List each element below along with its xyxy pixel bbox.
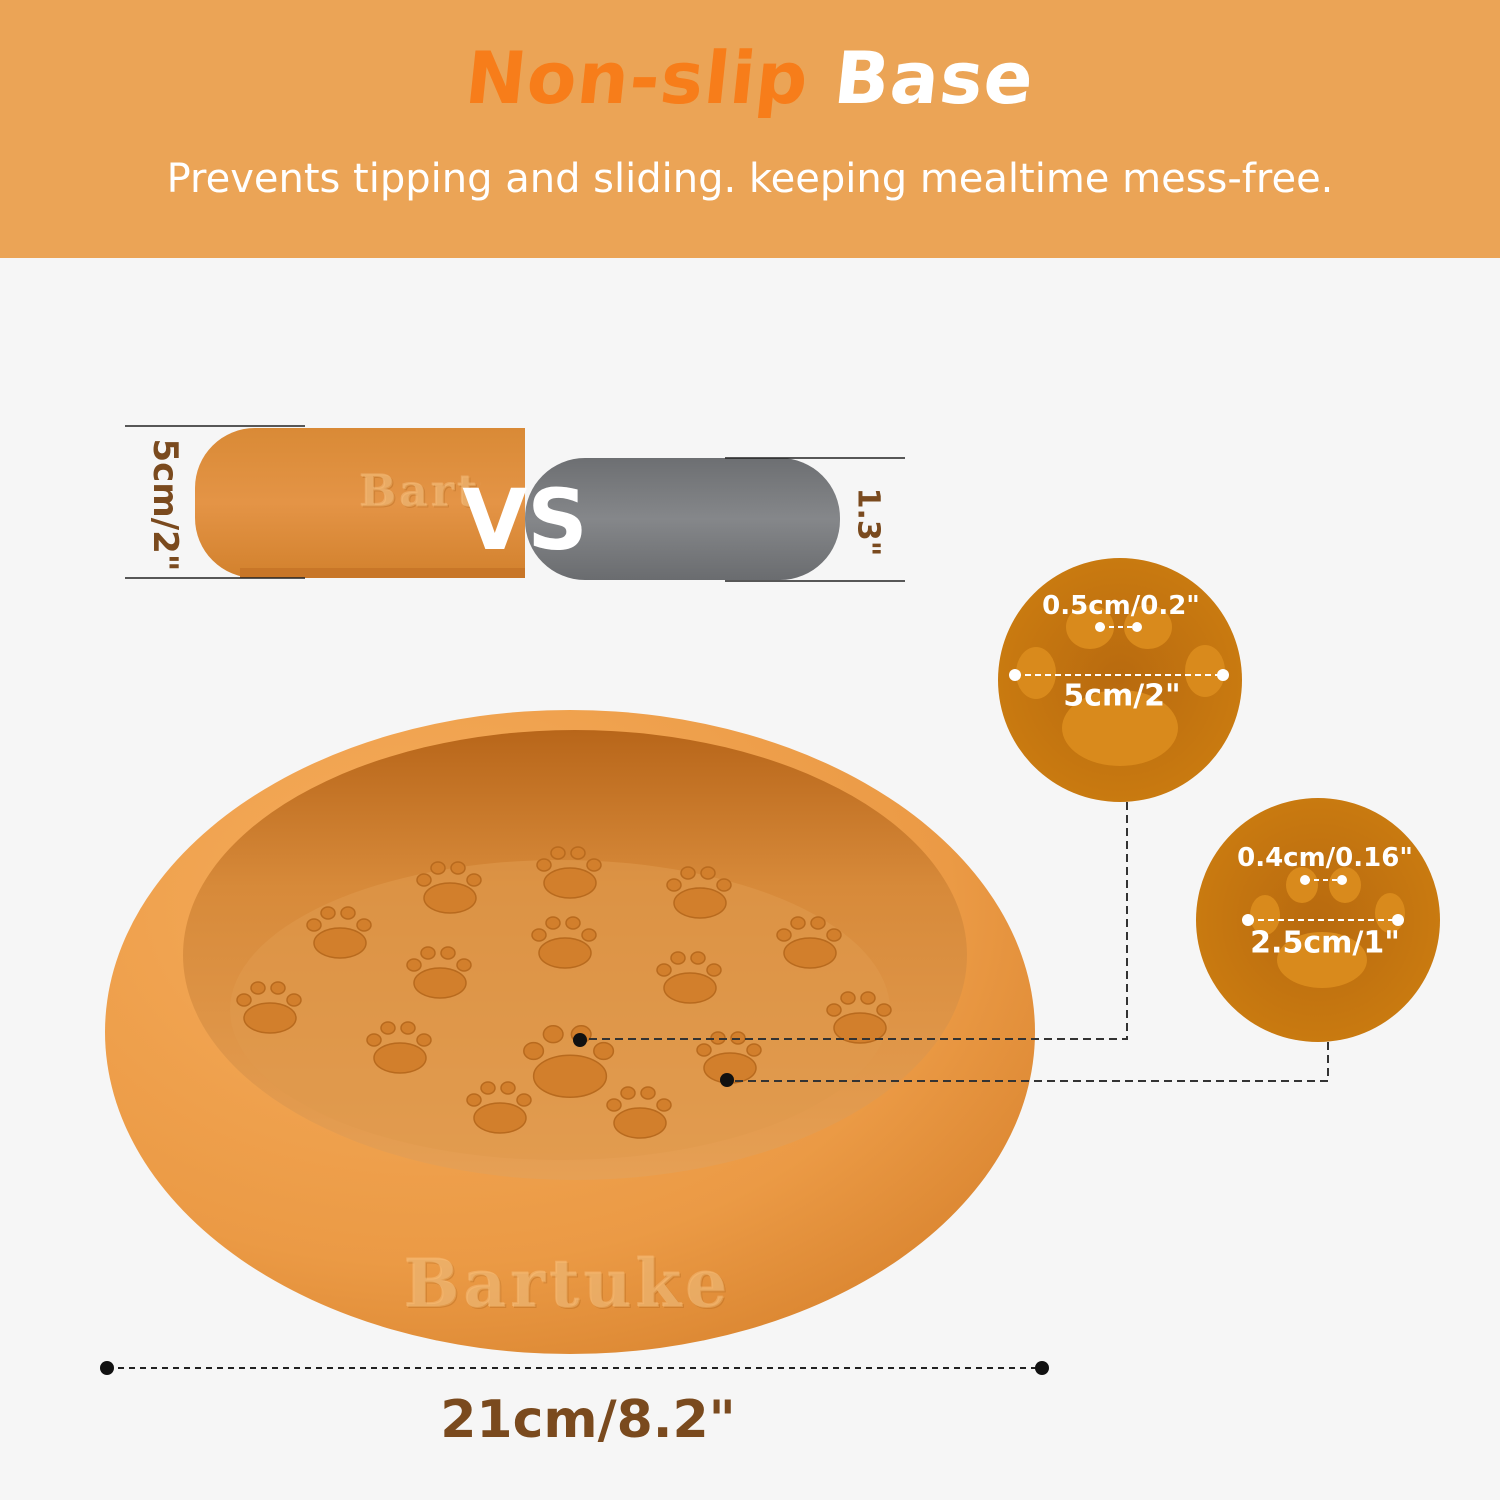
paw-ridge <box>531 916 597 969</box>
header-banner <box>0 0 1500 258</box>
bowl-width-label: 21cm/8.2" <box>440 1390 736 1450</box>
small-paw-width-label: 2.5cm/1" <box>1250 925 1400 961</box>
paw-ridge <box>236 981 302 1034</box>
paw-ridge <box>366 1021 432 1074</box>
connector-line <box>580 802 1128 1040</box>
callout-point <box>720 1073 734 1087</box>
bowl-height-label: 5cm/2" <box>145 438 185 572</box>
bartuke-bowl-side <box>195 428 525 578</box>
paw-ridge <box>656 951 722 1004</box>
competitor-height-label: 1.3" <box>850 487 886 557</box>
paw-ridge <box>306 906 372 959</box>
bowl-brand-emboss: Bartuke <box>404 1245 732 1323</box>
small-paw-gap-label: 0.4cm/0.16" <box>1237 843 1413 873</box>
detail-small-paw <box>1196 798 1440 1042</box>
paw-ridge <box>826 991 892 1044</box>
callout-point <box>573 1033 587 1047</box>
paw-ridge <box>416 861 482 914</box>
paw-ridge <box>536 846 602 899</box>
competitor-bowl-side <box>525 458 840 580</box>
paw-ridge <box>406 946 472 999</box>
bowl-base-rim <box>240 568 525 578</box>
vs-label: VS <box>462 471 588 569</box>
paw-ridge <box>666 866 732 919</box>
paw-ridge <box>606 1086 672 1139</box>
paw-ridge <box>466 1081 532 1134</box>
detail-large-paw <box>998 558 1242 802</box>
subtitle: Prevents tipping and sliding. keeping me… <box>166 156 1334 202</box>
dimension-endpoint <box>100 1361 114 1375</box>
side-brand-emboss: Bartuke <box>359 466 581 518</box>
paw-ridges <box>236 846 892 1139</box>
large-paw-gap-label: 0.5cm/0.2" <box>1042 591 1200 621</box>
large-paw-width-label: 5cm/2" <box>1063 678 1181 714</box>
bowl-floor <box>230 860 890 1160</box>
paw-ridge <box>776 916 842 969</box>
side-view-comparison <box>125 425 905 582</box>
connector-line <box>727 1042 1329 1082</box>
paw-ridge <box>696 1031 762 1084</box>
dimension-endpoint <box>1035 1361 1049 1375</box>
